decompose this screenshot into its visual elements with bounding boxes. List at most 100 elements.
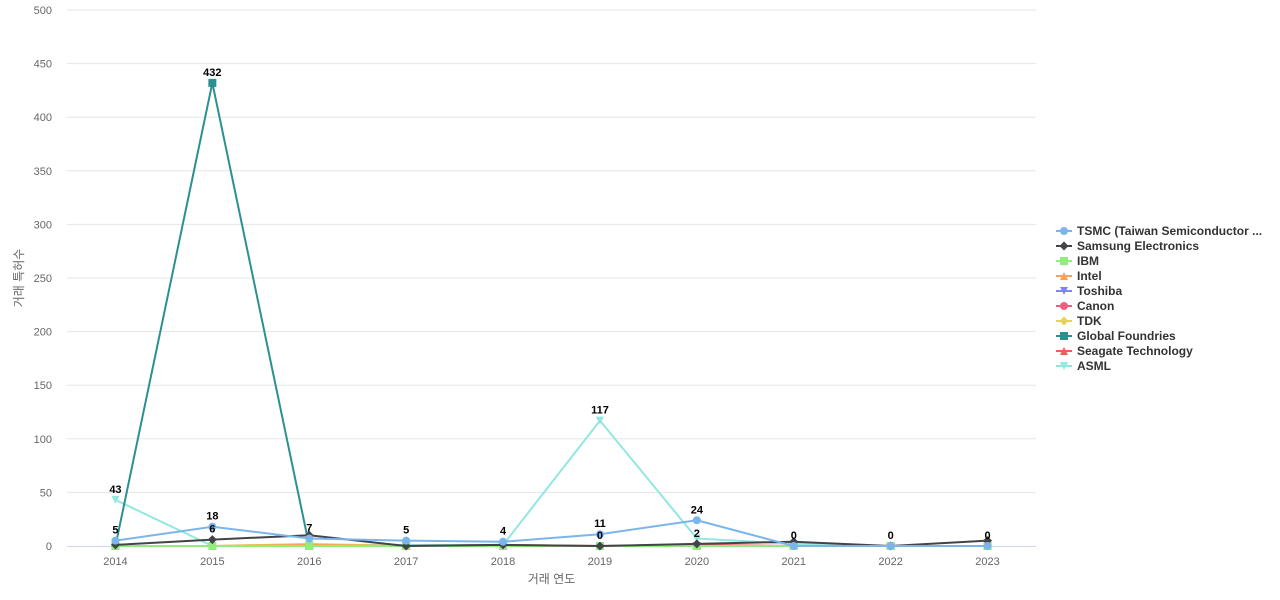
legend-item[interactable]: TSMC (Taiwan Semiconductor ... xyxy=(1056,224,1262,238)
x-tick-label: 2019 xyxy=(588,556,612,568)
data-point xyxy=(499,537,508,546)
y-tick-label: 0 xyxy=(46,541,52,553)
x-axis-ticks: 2014 2015 2016 2017 2018 2019 2020 2021 2022 2023 xyxy=(103,556,1000,568)
x-tick-label: 2023 xyxy=(975,556,999,568)
data-point xyxy=(595,530,604,539)
data-point xyxy=(692,516,701,525)
series-samsung-electronics[interactable] xyxy=(110,530,993,551)
legend-label: Toshiba xyxy=(1077,284,1122,298)
data-point xyxy=(305,534,314,543)
legend-item[interactable]: Intel xyxy=(1056,269,1102,283)
data-label: 4 xyxy=(500,526,507,538)
y-tick-label: 300 xyxy=(34,219,52,231)
data-label: 43 xyxy=(109,484,121,496)
legend-item[interactable]: Toshiba xyxy=(1056,284,1122,298)
y-tick-label: 50 xyxy=(40,487,52,499)
legend-label: Intel xyxy=(1077,269,1102,283)
legend-item[interactable]: Seagate Technology xyxy=(1056,344,1193,358)
data-point xyxy=(595,541,605,551)
legend-symbol-marker xyxy=(1060,347,1068,355)
legend-symbol-marker xyxy=(1060,362,1068,370)
data-point xyxy=(402,536,411,545)
data-label: 432 xyxy=(203,67,221,79)
data-point xyxy=(983,542,992,550)
y-axis-title: 거래 특허수 xyxy=(12,249,26,308)
data-label: 0 xyxy=(984,530,990,542)
legend-item[interactable]: Global Foundries xyxy=(1056,329,1176,343)
series-tsmc-taiwan-semiconductor[interactable] xyxy=(111,516,992,550)
data-label: 24 xyxy=(691,504,704,516)
data-point xyxy=(595,416,604,425)
data-label: 0 xyxy=(597,530,603,542)
data-point xyxy=(692,534,701,543)
x-axis-title: 거래 연도 xyxy=(528,572,576,586)
legend-symbol-marker xyxy=(1060,302,1068,310)
legend-label: TDK xyxy=(1077,314,1102,328)
y-tick-label: 350 xyxy=(34,166,52,178)
y-tick-label: 250 xyxy=(34,273,52,285)
legend-label: ASML xyxy=(1077,359,1111,373)
y-tick-label: 100 xyxy=(34,434,52,446)
legend-item[interactable]: TDK xyxy=(1056,314,1102,328)
data-labels: 5 18 7 5 4 11 24 0 0 0 6 0 2 432 43 117 xyxy=(109,67,990,542)
grid-lines xyxy=(67,9,1036,493)
x-tick-label: 2020 xyxy=(685,556,709,568)
data-point xyxy=(208,542,217,550)
legend-symbol-marker xyxy=(1060,332,1068,340)
data-label: 5 xyxy=(403,525,409,537)
data-label: 6 xyxy=(209,524,215,536)
y-tick-label: 450 xyxy=(34,59,52,71)
data-label: 18 xyxy=(206,511,218,523)
legend-symbol-marker xyxy=(1059,316,1069,326)
legend-symbol-marker xyxy=(1060,257,1068,265)
legend-item[interactable]: IBM xyxy=(1056,254,1099,268)
data-point xyxy=(789,542,798,550)
data-label: 11 xyxy=(594,518,606,530)
legend-symbol-marker xyxy=(1060,287,1068,295)
series-global-foundries[interactable] xyxy=(111,78,992,550)
legend-label: Global Foundries xyxy=(1077,329,1176,343)
legend-label: IBM xyxy=(1077,254,1099,268)
legend-label: Canon xyxy=(1077,299,1114,313)
legend-symbol-marker xyxy=(1060,227,1068,235)
series-line xyxy=(114,81,988,547)
legend-symbol-marker xyxy=(1060,272,1068,280)
legend-label: TSMC (Taiwan Semiconductor ... xyxy=(1077,224,1262,238)
x-tick-label: 2021 xyxy=(782,556,806,568)
x-tick-label: 2017 xyxy=(394,556,418,568)
data-point xyxy=(111,495,120,504)
data-point xyxy=(692,539,702,549)
y-tick-label: 500 xyxy=(34,5,52,17)
y-tick-label: 150 xyxy=(34,380,52,392)
legend-item[interactable]: Samsung Electronics xyxy=(1056,239,1199,253)
series-line xyxy=(115,534,988,547)
y-tick-label: 400 xyxy=(34,112,52,124)
legend-symbol-marker xyxy=(1059,241,1069,251)
legend[interactable]: TSMC (Taiwan Semiconductor ...Samsung El… xyxy=(1056,224,1262,373)
legend-label: Samsung Electronics xyxy=(1077,239,1199,253)
data-point xyxy=(207,535,217,545)
data-label: 117 xyxy=(591,405,609,417)
legend-item[interactable]: ASML xyxy=(1056,359,1111,373)
series-layer xyxy=(110,78,993,551)
data-label: 5 xyxy=(112,525,118,537)
data-label: 2 xyxy=(694,528,700,540)
data-label: 7 xyxy=(306,522,312,534)
data-point xyxy=(886,542,895,550)
series-line xyxy=(115,519,988,547)
y-axis-ticks: 0 50 100 150 200 250 300 350 400 450 500 xyxy=(34,5,52,553)
x-tick-label: 2014 xyxy=(103,556,127,568)
data-point xyxy=(111,536,120,545)
data-point xyxy=(208,522,217,531)
data-label: 0 xyxy=(791,530,797,542)
legend-label: Seagate Technology xyxy=(1077,344,1193,358)
x-tick-label: 2018 xyxy=(491,556,515,568)
legend-item[interactable]: Canon xyxy=(1056,299,1114,313)
data-label: 0 xyxy=(888,530,894,542)
data-point xyxy=(305,542,314,550)
y-tick-label: 200 xyxy=(34,327,52,339)
data-point xyxy=(208,78,217,87)
x-tick-label: 2016 xyxy=(297,556,321,568)
x-tick-label: 2022 xyxy=(878,556,902,568)
